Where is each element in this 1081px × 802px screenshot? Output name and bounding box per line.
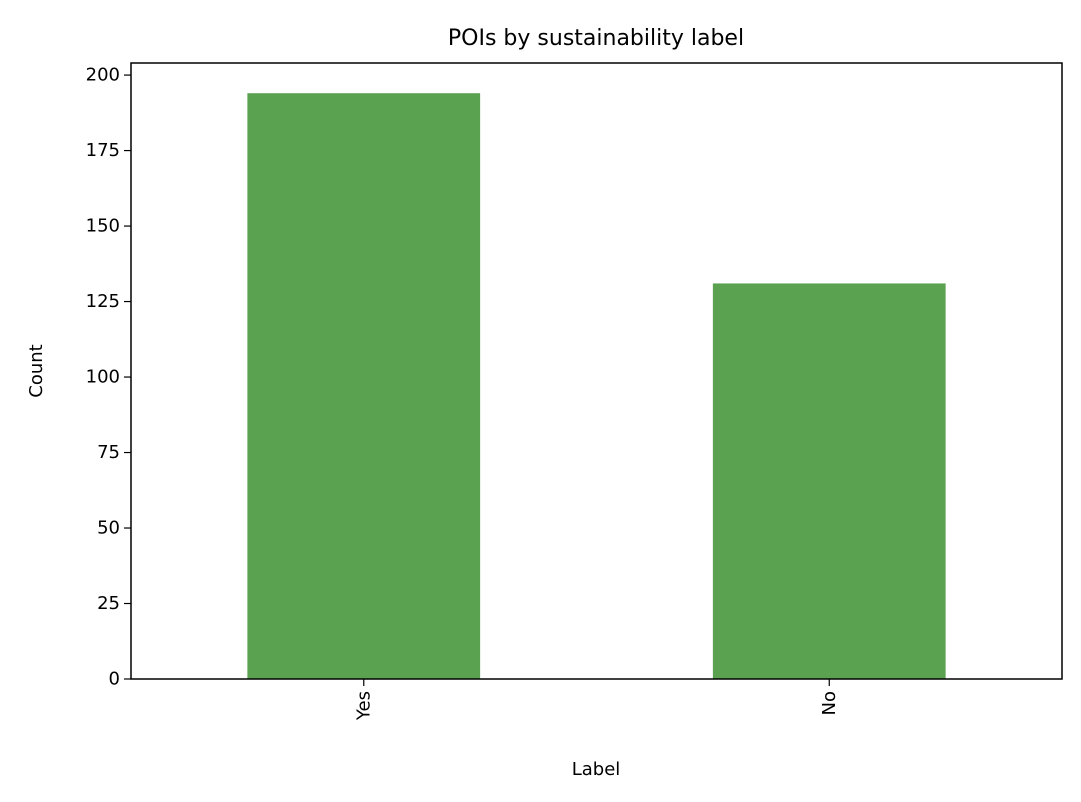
x-tick-label: Yes [353, 691, 374, 721]
y-axis-label: Count [26, 344, 47, 397]
y-tick-label: 75 [97, 442, 120, 463]
y-tick-label: 100 [86, 367, 120, 388]
y-tick-label: 0 [109, 669, 120, 690]
y-axis-ticks: 0 25 50 75 100 125 150 175 200 [86, 65, 131, 690]
x-tick-label: No [819, 691, 840, 715]
y-tick-label: 175 [86, 140, 120, 161]
y-tick-label: 50 [97, 518, 120, 539]
chart-title: POIs by sustainability label [448, 26, 744, 51]
y-tick-label: 150 [86, 216, 120, 237]
x-axis-label: Label [572, 759, 621, 780]
y-tick-label: 200 [86, 65, 120, 86]
x-axis-ticks: Yes No [353, 679, 840, 721]
y-tick-label: 25 [97, 593, 120, 614]
plot-frame [130, 62, 1063, 680]
plot-area [247, 93, 946, 680]
bar-yes [247, 93, 481, 680]
bar-no [712, 283, 946, 679]
y-tick-label: 125 [86, 291, 120, 312]
